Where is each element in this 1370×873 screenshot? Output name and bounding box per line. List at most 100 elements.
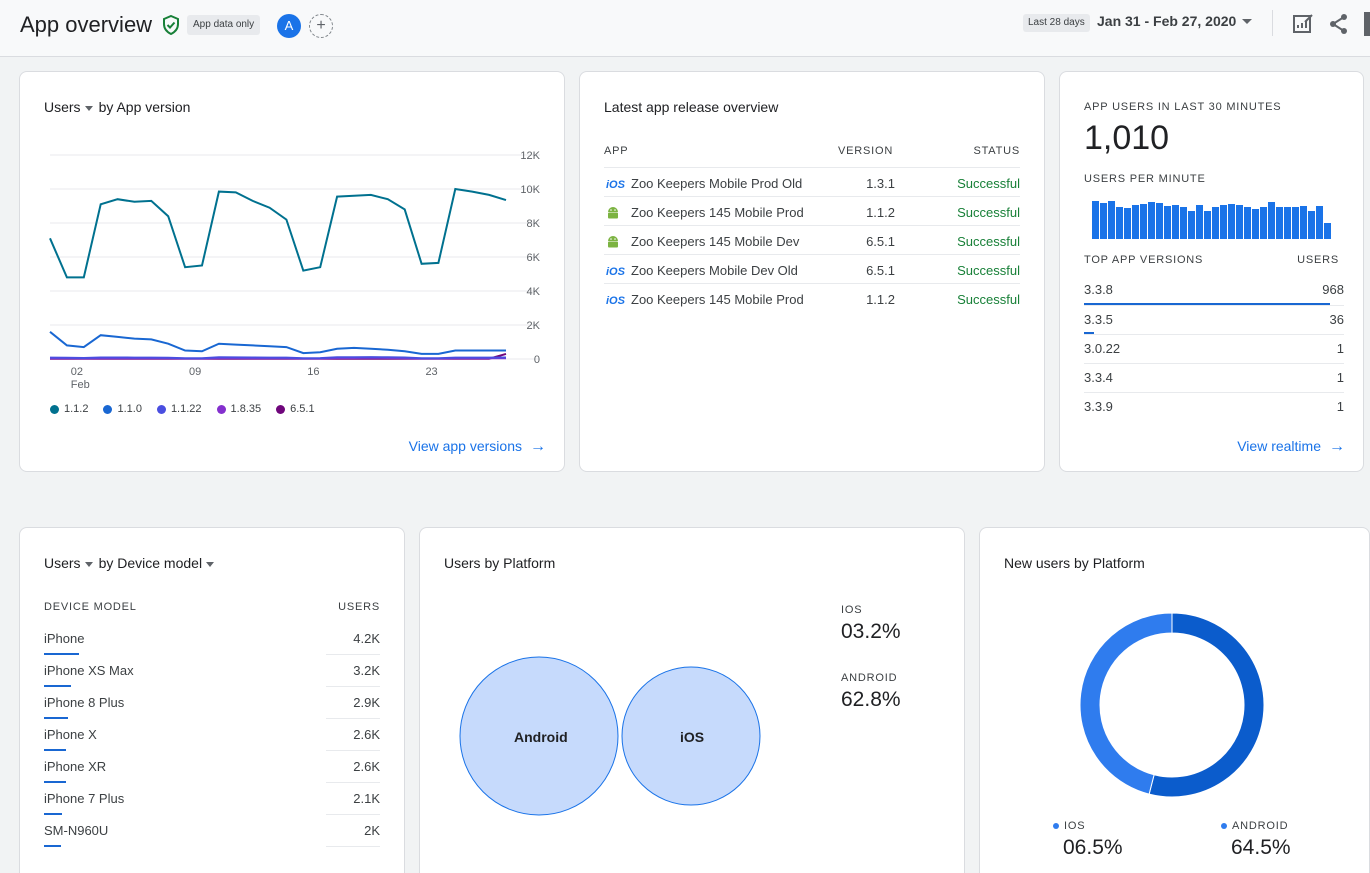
list-item[interactable]: 3.0.22 1	[1084, 334, 1344, 363]
share-bar	[44, 685, 71, 687]
minute-bar[interactable]	[1316, 206, 1323, 239]
chevron-down-icon[interactable]	[84, 561, 93, 567]
minute-bar[interactable]	[1100, 203, 1107, 239]
legend-item[interactable]: 1.1.22	[156, 403, 202, 415]
minute-bar[interactable]	[1268, 202, 1275, 239]
minute-bar[interactable]	[1164, 206, 1171, 239]
table-row[interactable]: iPhone XS Max 3.2K	[44, 655, 380, 687]
cell-status: Successful	[957, 234, 1020, 249]
list-item[interactable]: 3.3.4 1	[1084, 363, 1344, 392]
chevron-down-icon[interactable]	[206, 561, 215, 567]
share-icon[interactable]	[1328, 13, 1350, 35]
minute-bar[interactable]	[1140, 204, 1147, 239]
list-item[interactable]: 3.3.8 968	[1084, 276, 1344, 305]
users-value: 2.1K	[353, 791, 380, 806]
avatar[interactable]: A	[277, 14, 301, 38]
users-value: 1	[1336, 370, 1344, 385]
dimension-label: by App version	[98, 99, 191, 115]
table-row[interactable]: iPhone 8 Plus 2.9K	[44, 687, 380, 719]
minute-bar[interactable]	[1292, 207, 1299, 239]
series-line-1-1-22	[49, 356, 507, 360]
device-model-label: iPhone XS Max	[44, 663, 134, 678]
users-value: 3.2K	[353, 663, 380, 678]
ios-value: 03.2%	[841, 620, 901, 643]
minute-bar[interactable]	[1180, 207, 1187, 239]
app-data-chip[interactable]: App data only	[187, 15, 261, 35]
table-row[interactable]: iPhone 7 Plus 2.1K	[44, 783, 380, 815]
customize-report-icon[interactable]	[1292, 13, 1314, 35]
table-row[interactable]: iOS Zoo Keepers Mobile Dev Old 6.5.1 Succes…	[604, 254, 1020, 283]
share-bar	[44, 845, 61, 847]
legend-item[interactable]: 1.1.0	[103, 403, 142, 415]
share-bar	[1084, 332, 1094, 334]
link-label: View realtime	[1237, 438, 1321, 454]
card-title: New users by Platform	[1004, 555, 1145, 571]
legend-label: 1.1.0	[117, 403, 142, 415]
series-line-1-1-2	[49, 187, 507, 279]
arrow-right-icon: →	[1329, 438, 1345, 455]
metric-selector[interactable]: Users	[44, 99, 81, 115]
chevron-down-icon[interactable]	[84, 105, 93, 111]
release-overview-card: Latest app release overview APP VERSION …	[579, 71, 1045, 472]
cell-name: Zoo Keepers 145 Mobile Prod	[631, 205, 804, 220]
table-row[interactable]: iPhone XR 2.6K	[44, 751, 380, 783]
x-tick-sublabel: Feb	[71, 379, 90, 391]
legend-item[interactable]: 6.5.1	[276, 403, 315, 415]
minute-bar[interactable]	[1172, 205, 1179, 239]
users-value: 1	[1336, 399, 1344, 414]
metric-selector[interactable]: Users	[44, 555, 81, 571]
minute-bar[interactable]	[1148, 202, 1155, 239]
minute-bar[interactable]	[1188, 211, 1195, 239]
table-row[interactable]: Zoo Keepers 145 Mobile Dev 6.5.1 Successfu…	[604, 225, 1020, 254]
minute-bar[interactable]	[1132, 205, 1139, 239]
users-line-chart: 12K 10K 8K 6K 4K 2K 0 02 09 16 23 Feb	[49, 150, 541, 391]
table-row[interactable]: Zoo Keepers 145 Mobile Prod 1.1.2 Successf…	[604, 196, 1020, 225]
minute-bar[interactable]	[1308, 211, 1315, 239]
add-comparison-button[interactable]: +	[309, 14, 333, 38]
device-model-label: iPhone 7 Plus	[44, 791, 125, 806]
legend-item[interactable]: 1.8.35	[216, 403, 261, 415]
minute-bar[interactable]	[1252, 209, 1259, 239]
view-realtime-link[interactable]: View realtime →	[1237, 438, 1345, 456]
table-row[interactable]: SM-N960U 2K	[44, 815, 380, 847]
view-app-versions-link[interactable]: View app versions →	[409, 438, 546, 456]
minute-bar[interactable]	[1276, 207, 1283, 239]
minute-bar[interactable]	[1212, 207, 1219, 239]
minute-bar[interactable]	[1284, 207, 1291, 239]
row-divider	[326, 718, 380, 719]
minute-bar[interactable]	[1092, 201, 1099, 239]
legend-label: ANDROID	[1232, 820, 1289, 832]
device-model-label: SM-N960U	[44, 823, 109, 838]
chevron-down-icon[interactable]	[1242, 19, 1252, 24]
device-model-label: iPhone	[44, 631, 85, 646]
ios-icon: iOS	[606, 266, 625, 278]
list-item[interactable]: 3.3.5 36	[1084, 305, 1344, 334]
row-divider	[326, 686, 380, 687]
list-item[interactable]: 3.3.9 1	[1084, 392, 1344, 421]
minute-bar[interactable]	[1236, 205, 1243, 239]
minute-bar[interactable]	[1108, 201, 1115, 239]
legend-dot	[50, 404, 59, 414]
minute-bar[interactable]	[1116, 207, 1123, 239]
minute-bar[interactable]	[1204, 211, 1211, 239]
minute-bar[interactable]	[1124, 208, 1131, 239]
minute-bar[interactable]	[1156, 203, 1163, 239]
cell-version: 6.5.1	[866, 234, 895, 249]
cell-name: Zoo Keepers 145 Mobile Prod	[631, 292, 804, 307]
minute-bar[interactable]	[1324, 223, 1331, 239]
legend-item[interactable]: 1.1.2	[50, 403, 88, 415]
users-value: 2.6K	[353, 759, 380, 774]
table-row[interactable]: iOS Zoo Keepers 145 Mobile Prod 1.1.2 Succe…	[604, 283, 1020, 312]
minute-bar[interactable]	[1228, 203, 1235, 239]
table-row[interactable]: iOS Zoo Keepers Mobile Prod Old 1.3.1 Succe…	[604, 167, 1020, 196]
minute-bar[interactable]	[1220, 205, 1227, 239]
date-range-picker[interactable]: Jan 31 - Feb 27, 2020	[1097, 13, 1237, 29]
dimension-selector[interactable]: by Device model	[98, 555, 203, 571]
minute-bar[interactable]	[1244, 207, 1251, 239]
minute-bar[interactable]	[1300, 206, 1307, 239]
minute-bar[interactable]	[1196, 205, 1203, 239]
table-row[interactable]: iPhone 4.2K	[44, 623, 380, 655]
legend-dot	[216, 404, 226, 414]
table-row[interactable]: iPhone X 2.6K	[44, 719, 380, 751]
minute-bar[interactable]	[1260, 207, 1267, 239]
